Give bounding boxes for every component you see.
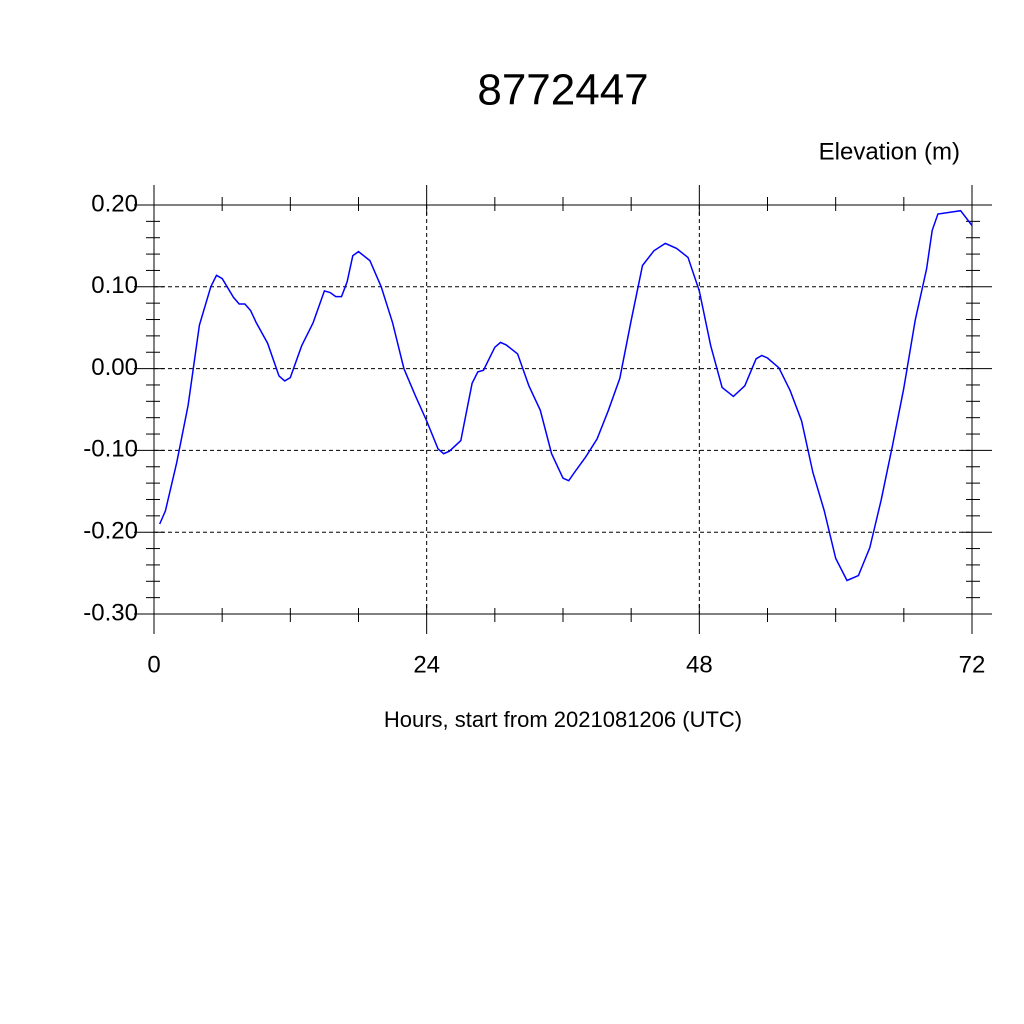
y-tick-label: 0.00: [91, 354, 138, 381]
y-tick-label: 0.20: [91, 190, 138, 217]
y-tick-label: -0.10: [83, 436, 138, 463]
data-line: [159, 209, 973, 582]
x-tick-label: 48: [686, 651, 713, 678]
x-tick-label: 24: [413, 651, 440, 678]
chart-title: 8772447: [477, 66, 648, 115]
x-tick-label: 0: [147, 651, 160, 678]
x-axis-label: Hours, start from 2021081206 (UTC): [384, 707, 742, 732]
x-tick-label: 72: [959, 651, 986, 678]
y-tick-label: -0.20: [83, 518, 138, 545]
y-tick-label: -0.30: [83, 599, 138, 626]
subtitle: Elevation (m): [819, 138, 960, 165]
y-tick-label: 0.10: [91, 272, 138, 299]
